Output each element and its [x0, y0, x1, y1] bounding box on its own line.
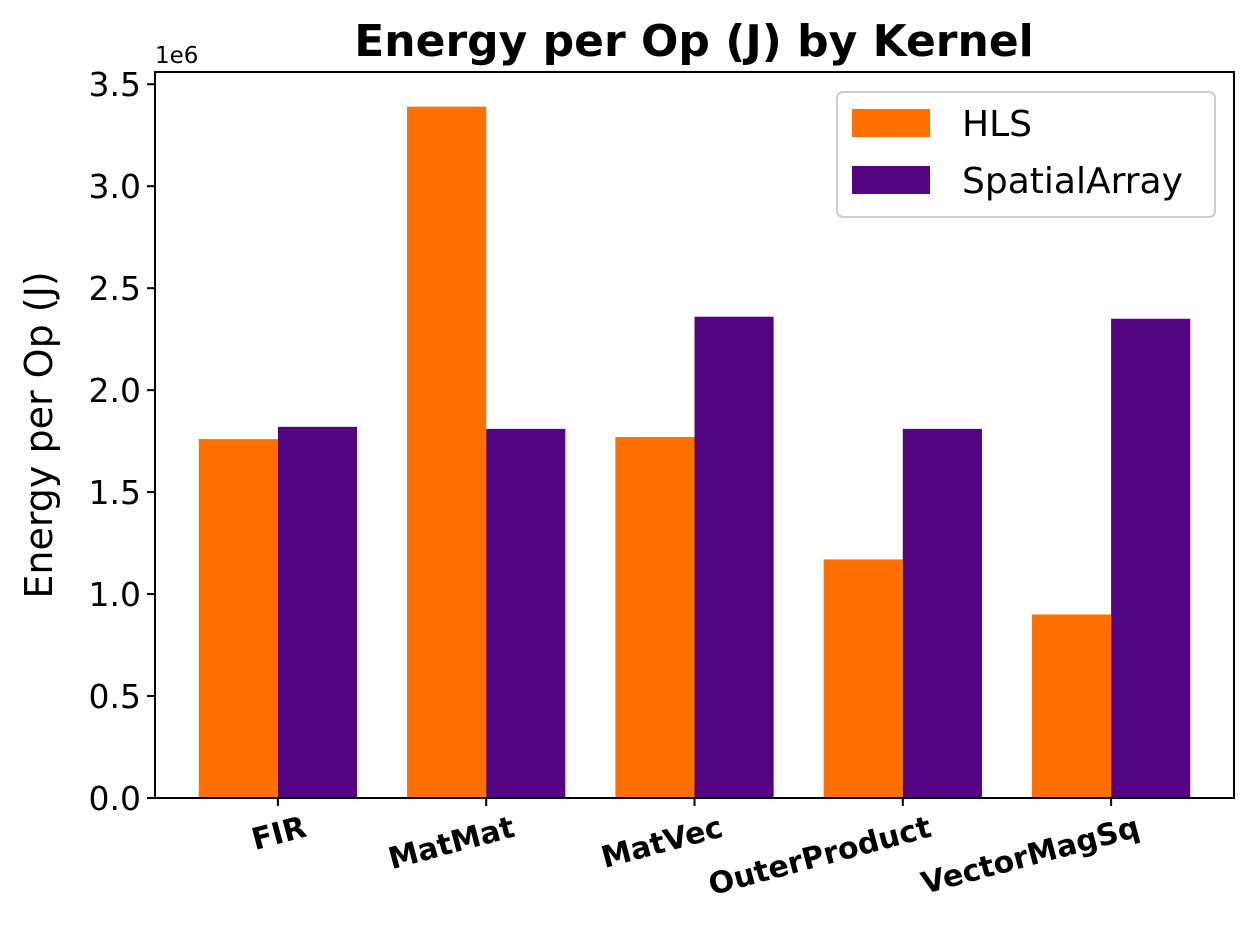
bar-hls-vectormagsq [1031, 614, 1112, 798]
x-tick-label-vectormagsq: VectorMagSq [918, 810, 1144, 902]
bar-spatialarray-fir [277, 426, 358, 798]
x-tick-label-fir: FIR [248, 810, 310, 858]
y-tick-label: 0.0 [89, 779, 141, 818]
bar-spatialarray-outerproduct [902, 428, 982, 798]
bar-hls-matmat [407, 106, 487, 799]
x-tick-label-matmat: MatMat [385, 810, 519, 877]
bar-hls-fir [198, 439, 278, 798]
plot-frame [154, 71, 1235, 799]
chart-title: Energy per Op (J) by Kernel [354, 16, 1034, 67]
y-tick-label: 2.0 [89, 371, 141, 410]
legend: HLS SpatialArray [836, 91, 1216, 218]
bars-group [198, 106, 1191, 799]
y-tick-label: 1.5 [89, 473, 141, 512]
legend-frame [836, 91, 1216, 218]
bar-hls-matvec [615, 437, 695, 798]
y-axis-label: Energy per Op (J) [17, 271, 61, 598]
x-tick-label-matvec: MatVec [598, 810, 727, 876]
legend-label-spatialarray: SpatialArray [962, 161, 1183, 202]
legend-label-hls: HLS [962, 104, 1032, 145]
y-tick-label: 3.5 [89, 65, 141, 104]
y-tick-label: 1.0 [89, 575, 141, 614]
y-tick-label: 2.5 [89, 269, 141, 308]
bar-spatialarray-matvec [694, 316, 774, 798]
x-tick-label-outerproduct: OuterProduct [705, 810, 935, 903]
bar-spatialarray-vectormagsq [1111, 318, 1191, 798]
y-tick-label: 3.0 [89, 167, 141, 206]
y-tick-label: 0.5 [89, 677, 141, 716]
legend-swatch-spatialarray [852, 166, 930, 194]
y-axis-offset-label: 1e6 [155, 43, 198, 69]
y-ticks-group: 0.0 0.5 1.0 1.5 2.0 2.5 3.0 3.5 [89, 65, 155, 818]
bar-spatialarray-matmat [486, 428, 566, 798]
legend-swatch-hls [852, 109, 930, 137]
bar-hls-outerproduct [823, 559, 903, 798]
